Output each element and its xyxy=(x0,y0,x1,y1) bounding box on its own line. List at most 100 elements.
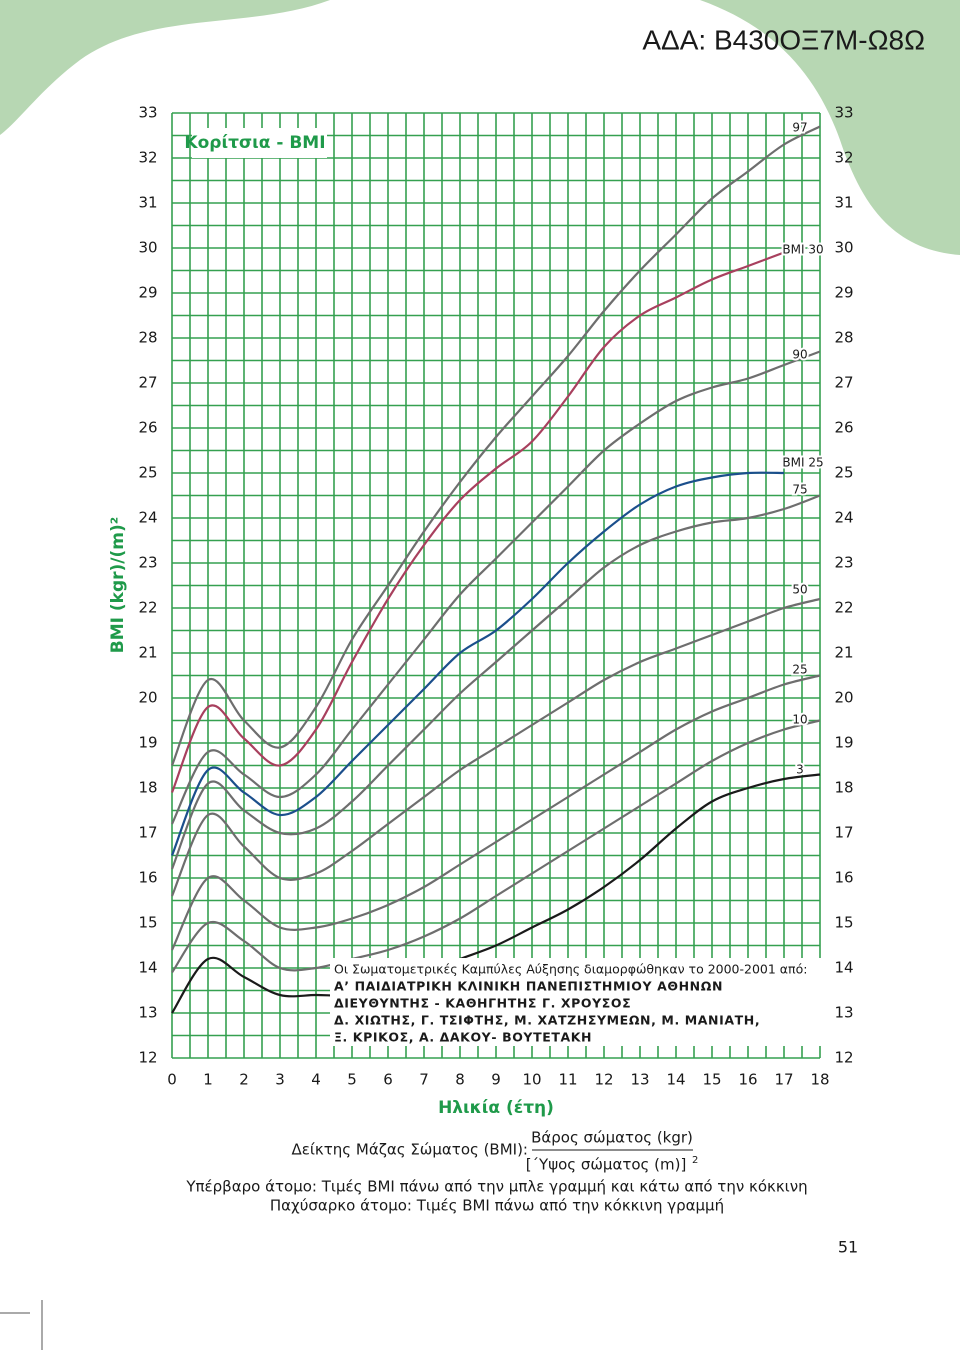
y-tick-label: 30 xyxy=(138,239,157,257)
x-tick-label: 12 xyxy=(594,1071,613,1089)
y-tick-label: 31 xyxy=(138,194,157,212)
x-tick-label: 6 xyxy=(383,1071,393,1089)
header-code: ΑΔΑ: Β430ΟΞ7Μ-Ω8Ω xyxy=(642,24,925,55)
x-tick-label: 10 xyxy=(522,1071,541,1089)
y-tick-label: 19 xyxy=(138,734,157,752)
curve xyxy=(170,125,821,766)
note-line: Δ. ΧΙΩΤΗΣ, Γ. ΤΣΙΦΤΗΣ, Μ. ΧΑΤΖΗΣΥΜΕΩΝ, Μ… xyxy=(334,1013,760,1028)
curve xyxy=(170,471,785,856)
x-tick-label: 14 xyxy=(666,1071,685,1089)
y-tick-label: 17 xyxy=(834,824,853,842)
y-tick-label: 14 xyxy=(834,959,853,977)
y-tick-label: 27 xyxy=(834,374,853,392)
y-tick-label: 22 xyxy=(138,599,157,617)
y-tick-label: 29 xyxy=(138,284,157,302)
series-label: 90 xyxy=(792,348,807,362)
x-tick-label: 16 xyxy=(738,1071,757,1089)
y-tick-label: 31 xyxy=(834,194,853,212)
series-label: BMI 25 xyxy=(782,456,823,470)
note-line: Οι Σωματομετρικές Καμπύλες Αύξησης διαμο… xyxy=(334,962,807,977)
x-tick-label: 13 xyxy=(630,1071,649,1089)
y-tick-label: 24 xyxy=(138,509,157,527)
y-tick-label: 15 xyxy=(138,914,157,932)
y-tick-label: 16 xyxy=(834,869,853,887)
formula-exponent: 2 xyxy=(692,1155,698,1166)
x-tick-label: 1 xyxy=(203,1071,213,1089)
y-tick-label: 29 xyxy=(834,284,853,302)
formula-denominator: [΄Υψος σώματος (m)] xyxy=(526,1156,687,1174)
y-tick-label: 33 xyxy=(834,104,853,122)
y-tick-label: 32 xyxy=(834,149,853,167)
curve xyxy=(171,350,821,825)
x-tick-label: 8 xyxy=(455,1071,465,1089)
formula-numerator: Βάρος σώματος (kgr) xyxy=(531,1129,693,1147)
note-box xyxy=(330,958,822,1046)
y-tick-label: 15 xyxy=(834,914,853,932)
chart-title: Κορίτσια - BMI xyxy=(184,133,325,153)
y-tick-label: 13 xyxy=(138,1004,157,1022)
y-tick-label: 16 xyxy=(138,869,157,887)
x-tick-label: 0 xyxy=(167,1071,177,1089)
curve xyxy=(170,494,821,870)
series-label: 3 xyxy=(796,763,804,777)
y-tick-label: 17 xyxy=(138,824,157,842)
y-tick-label: 25 xyxy=(834,464,853,482)
y-tick-label: 18 xyxy=(138,779,157,797)
decor-shape xyxy=(0,0,330,135)
x-tick-label: 7 xyxy=(419,1071,429,1089)
y-tick-label: 23 xyxy=(138,554,157,572)
curve xyxy=(171,674,821,951)
y-tick-label: 26 xyxy=(834,419,853,437)
y-tick-label: 12 xyxy=(834,1049,853,1067)
x-axis-label: Ηλικία (έτη) xyxy=(438,1098,554,1118)
series-label: 97 xyxy=(792,121,807,135)
x-tick-label: 18 xyxy=(810,1071,829,1089)
curve xyxy=(170,251,785,793)
y-tick-label: 28 xyxy=(834,329,853,347)
x-tick-label: 11 xyxy=(558,1071,577,1089)
series-label: 25 xyxy=(792,663,807,677)
y-axis-label: BMI (kgr)/(m)² xyxy=(108,517,128,653)
y-tick-label: 22 xyxy=(834,599,853,617)
series-label: 10 xyxy=(792,713,807,727)
series-label: BMI 30 xyxy=(782,243,823,257)
x-tick-label: 2 xyxy=(239,1071,249,1089)
y-tick-label: 14 xyxy=(138,959,157,977)
x-tick-label: 4 xyxy=(311,1071,321,1089)
y-tick-label: 20 xyxy=(834,689,853,707)
series-label: 75 xyxy=(792,483,807,497)
y-tick-label: 25 xyxy=(138,464,157,482)
y-tick-label: 13 xyxy=(834,1004,853,1022)
curve xyxy=(171,773,821,1014)
y-tick-label: 30 xyxy=(834,239,853,257)
x-tick-label: 5 xyxy=(347,1071,357,1089)
note-line: Ξ. ΚΡΙΚΟΣ, Α. ΔΑΚΟΥ- ΒΟΥΤΕΤΑΚΗ xyxy=(334,1030,592,1045)
x-tick-label: 17 xyxy=(774,1071,793,1089)
page-number: 51 xyxy=(838,1238,858,1257)
y-tick-label: 12 xyxy=(138,1049,157,1067)
y-tick-label: 21 xyxy=(138,644,157,662)
decor-shape xyxy=(700,0,960,255)
y-tick-label: 24 xyxy=(834,509,853,527)
y-tick-label: 18 xyxy=(834,779,853,797)
note-line: Α’ ΠΑΙΔΙΑΤΡΙΚΗ ΚΛΙΝΙΚΗ ΠΑΝΕΠΙΣΤΗΜΙΟΥ ΑΘΗ… xyxy=(334,979,723,994)
x-tick-label: 15 xyxy=(702,1071,721,1089)
y-tick-label: 19 xyxy=(834,734,853,752)
x-tick-label: 9 xyxy=(491,1071,501,1089)
definition: Υπέρβαρο άτομο: Τιμές BMI πάνω από την μ… xyxy=(185,1178,807,1196)
y-tick-label: 23 xyxy=(834,554,853,572)
curve xyxy=(171,719,821,974)
curve xyxy=(170,597,821,897)
y-tick-label: 28 xyxy=(138,329,157,347)
y-tick-label: 26 xyxy=(138,419,157,437)
title-bg xyxy=(192,128,327,158)
definition: Παχύσαρκο άτομο: Τιμές BMI πάνω από την … xyxy=(270,1197,724,1215)
y-tick-label: 27 xyxy=(138,374,157,392)
series-label: 50 xyxy=(792,583,807,597)
note-line: ΔΙΕΥΘΥΝΤΗΣ - ΚΑΘΗΓΗΤΗΣ Γ. ΧΡΟΥΣΟΣ xyxy=(334,996,631,1011)
formula-label: Δείκτης Μάζας Σώματος (BMI): xyxy=(291,1141,528,1159)
y-tick-label: 32 xyxy=(138,149,157,167)
y-tick-label: 33 xyxy=(138,104,157,122)
